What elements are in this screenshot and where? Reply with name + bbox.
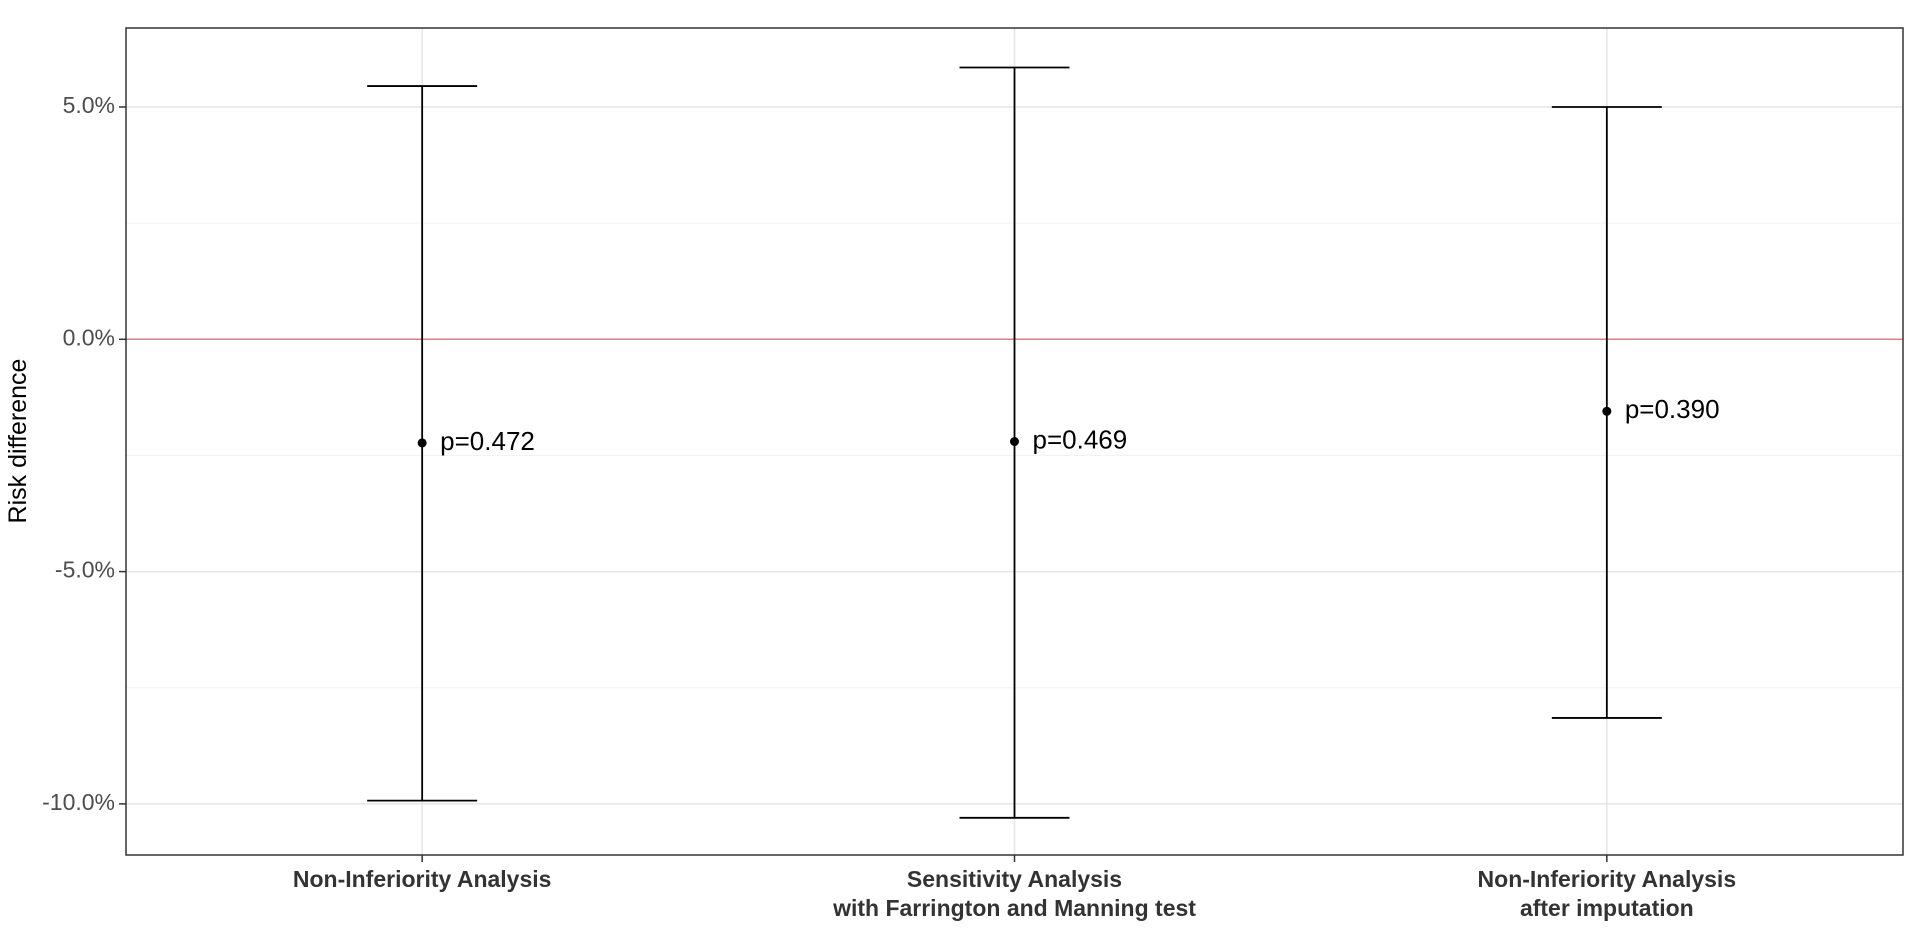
y-axis-ticks: 5.0% 0.0% -5.0% -10.0% [42, 92, 126, 815]
estimate-point [1010, 437, 1019, 446]
x-category-label: Non-Inferiority Analysis after imputation [1478, 866, 1737, 921]
x-category-label-line: with Farrington and Manning test [832, 895, 1196, 921]
y-tick-label: -10.0% [42, 789, 115, 815]
x-category-label: Non-Inferiority Analysis [293, 866, 552, 892]
estimate-point [417, 438, 427, 448]
x-category-label: Sensitivity Analysis with Farrington and … [832, 866, 1196, 921]
error-bar-group: p=0.390 [1551, 106, 1720, 719]
x-category-label-line: Non-Inferiority Analysis [1478, 866, 1737, 892]
x-category-label-line: Sensitivity Analysis [907, 866, 1122, 892]
x-category-label-line: after imputation [1520, 895, 1694, 921]
y-axis-title: Risk difference [4, 359, 32, 524]
p-value-label: p=0.472 [440, 426, 535, 456]
x-category-label-line: Non-Inferiority Analysis [293, 866, 552, 892]
error-bar-group: p=0.469 [959, 66, 1128, 819]
error-bar-group: p=0.472 [367, 85, 535, 802]
p-value-label: p=0.390 [1625, 394, 1720, 424]
estimate-point [1602, 406, 1612, 416]
y-tick-label: 5.0% [63, 92, 115, 118]
y-tick-label: -5.0% [55, 557, 115, 583]
x-axis-ticks: Non-Inferiority Analysis Sensitivity Anal… [293, 855, 1736, 921]
p-value-label: p=0.469 [1033, 424, 1128, 454]
y-tick-label: 0.0% [63, 324, 115, 350]
error-bars: p=0.472 p=0.469 p=0.390 [367, 66, 1720, 819]
